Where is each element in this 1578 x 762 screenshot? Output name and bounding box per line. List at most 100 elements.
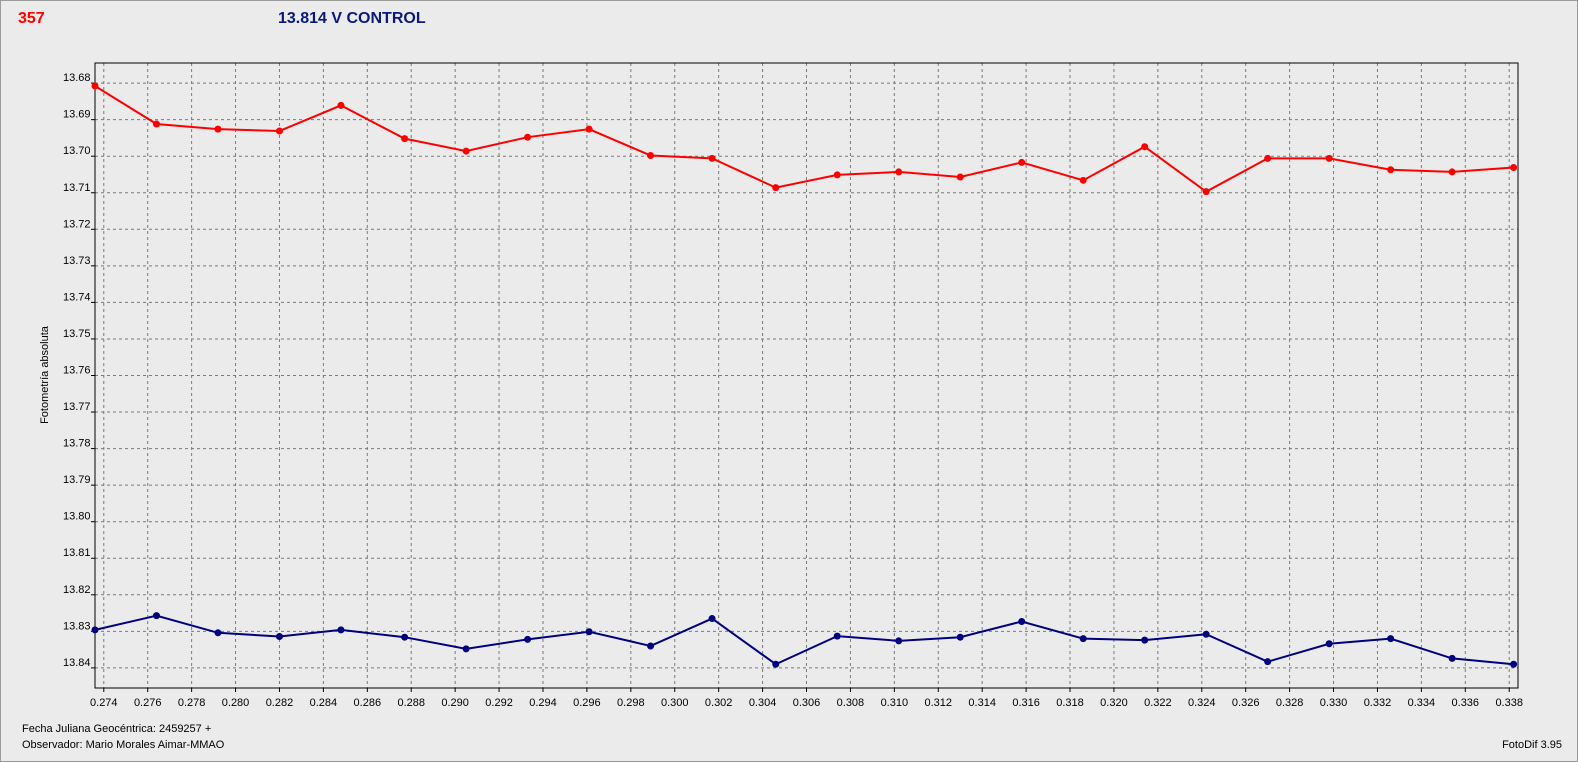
data-point bbox=[152, 612, 160, 620]
data-point bbox=[956, 633, 964, 641]
data-point bbox=[1079, 635, 1087, 643]
data-point bbox=[1079, 176, 1087, 184]
data-point bbox=[1141, 636, 1149, 644]
series-line-1 bbox=[94, 614, 1514, 666]
y-tick-label: 13.79 bbox=[63, 474, 91, 486]
data-point bbox=[772, 184, 780, 192]
x-tick-label: 0.330 bbox=[1320, 697, 1348, 709]
x-tick-label: 0.298 bbox=[617, 697, 645, 709]
data-point bbox=[1448, 654, 1456, 662]
y-tick-label: 13.72 bbox=[63, 218, 91, 230]
y-tick-label: 13.74 bbox=[63, 291, 91, 303]
data-point bbox=[275, 127, 283, 135]
data-point bbox=[833, 171, 841, 179]
observer-label: Observador: Mario Morales Aimar-MMAO bbox=[22, 739, 225, 751]
x-tick-label: 0.296 bbox=[573, 697, 601, 709]
data-point bbox=[1018, 158, 1026, 166]
x-tick-label: 0.338 bbox=[1495, 697, 1523, 709]
data-point bbox=[1264, 154, 1272, 162]
data-point bbox=[462, 645, 470, 653]
control-star-label: 13.814 V CONTROL bbox=[278, 10, 426, 27]
data-point bbox=[647, 151, 655, 159]
data-point bbox=[337, 626, 345, 634]
data-point bbox=[895, 168, 903, 176]
y-tick-label: 13.70 bbox=[63, 145, 91, 157]
series-line-0 bbox=[94, 85, 1514, 193]
data-point bbox=[1202, 630, 1210, 638]
data-point bbox=[833, 632, 841, 640]
data-point bbox=[1018, 617, 1026, 625]
x-tick-label: 0.304 bbox=[749, 697, 777, 709]
x-tick-label: 0.278 bbox=[178, 697, 206, 709]
x-tick-label: 0.302 bbox=[705, 697, 733, 709]
data-point bbox=[1448, 168, 1456, 176]
y-tick-label: 13.77 bbox=[63, 401, 91, 413]
data-point bbox=[1202, 188, 1210, 196]
data-point bbox=[585, 628, 593, 636]
x-tick-label: 0.274 bbox=[90, 697, 118, 709]
data-point bbox=[524, 133, 532, 141]
data-point bbox=[1510, 164, 1518, 172]
data-point bbox=[337, 101, 345, 109]
x-tick-label: 0.284 bbox=[310, 697, 338, 709]
y-tick-label: 13.71 bbox=[63, 182, 91, 194]
y-tick-label: 13.73 bbox=[63, 255, 91, 267]
x-tick-label: 0.326 bbox=[1232, 697, 1260, 709]
star-id-label: 357 bbox=[18, 10, 45, 27]
data-point bbox=[772, 660, 780, 668]
y-tick-label: 13.82 bbox=[63, 584, 91, 596]
data-point bbox=[647, 642, 655, 650]
x-tick-label: 0.308 bbox=[837, 697, 865, 709]
data-point bbox=[895, 637, 903, 645]
x-tick-label: 0.280 bbox=[222, 697, 250, 709]
data-point bbox=[1510, 660, 1518, 668]
data-point bbox=[91, 626, 99, 634]
x-tick-label: 0.290 bbox=[441, 697, 469, 709]
data-point bbox=[401, 135, 409, 143]
data-point bbox=[1387, 635, 1395, 643]
data-point bbox=[214, 629, 222, 637]
y-tick-label: 13.76 bbox=[63, 365, 91, 377]
x-tick-label: 0.332 bbox=[1364, 697, 1392, 709]
data-point bbox=[401, 633, 409, 641]
data-point bbox=[1387, 166, 1395, 174]
data-point bbox=[708, 154, 716, 162]
x-tick-label: 0.314 bbox=[968, 697, 996, 709]
data-point bbox=[275, 632, 283, 640]
x-tick-label: 0.320 bbox=[1100, 697, 1128, 709]
y-tick-label: 13.69 bbox=[63, 109, 91, 121]
y-tick-label: 13.83 bbox=[63, 620, 91, 632]
x-tick-label: 0.294 bbox=[529, 697, 557, 709]
x-tick-label: 0.276 bbox=[134, 697, 162, 709]
x-tick-label: 0.306 bbox=[793, 697, 821, 709]
data-point bbox=[1325, 154, 1333, 162]
x-tick-label: 0.286 bbox=[354, 697, 382, 709]
y-tick-label: 13.81 bbox=[63, 547, 91, 559]
y-tick-label: 13.68 bbox=[63, 72, 91, 84]
x-tick-label: 0.300 bbox=[661, 697, 689, 709]
x-tick-label: 0.322 bbox=[1144, 697, 1172, 709]
x-tick-label: 0.310 bbox=[881, 697, 909, 709]
y-tick-label: 13.80 bbox=[63, 511, 91, 523]
x-tick-label: 0.288 bbox=[397, 697, 425, 709]
software-version-label: FotoDif 3.95 bbox=[1502, 739, 1562, 751]
data-point bbox=[524, 635, 532, 643]
data-point bbox=[1325, 640, 1333, 648]
data-point bbox=[1264, 658, 1272, 666]
y-tick-label: 13.78 bbox=[63, 438, 91, 450]
y-tick-label: 13.75 bbox=[63, 328, 91, 340]
data-point bbox=[1141, 143, 1149, 151]
x-tick-label: 0.318 bbox=[1056, 697, 1084, 709]
julian-date-label: Fecha Juliana Geocéntrica: 2459257 + bbox=[22, 723, 212, 735]
x-tick-label: 0.282 bbox=[266, 697, 294, 709]
y-tick-label: 13.84 bbox=[63, 657, 91, 669]
data-point bbox=[956, 173, 964, 181]
x-tick-label: 0.292 bbox=[485, 697, 513, 709]
data-point bbox=[585, 125, 593, 133]
x-tick-label: 0.334 bbox=[1408, 697, 1436, 709]
x-tick-label: 0.328 bbox=[1276, 697, 1304, 709]
x-tick-label: 0.324 bbox=[1188, 697, 1216, 709]
data-point bbox=[214, 125, 222, 133]
x-tick-label: 0.312 bbox=[924, 697, 952, 709]
